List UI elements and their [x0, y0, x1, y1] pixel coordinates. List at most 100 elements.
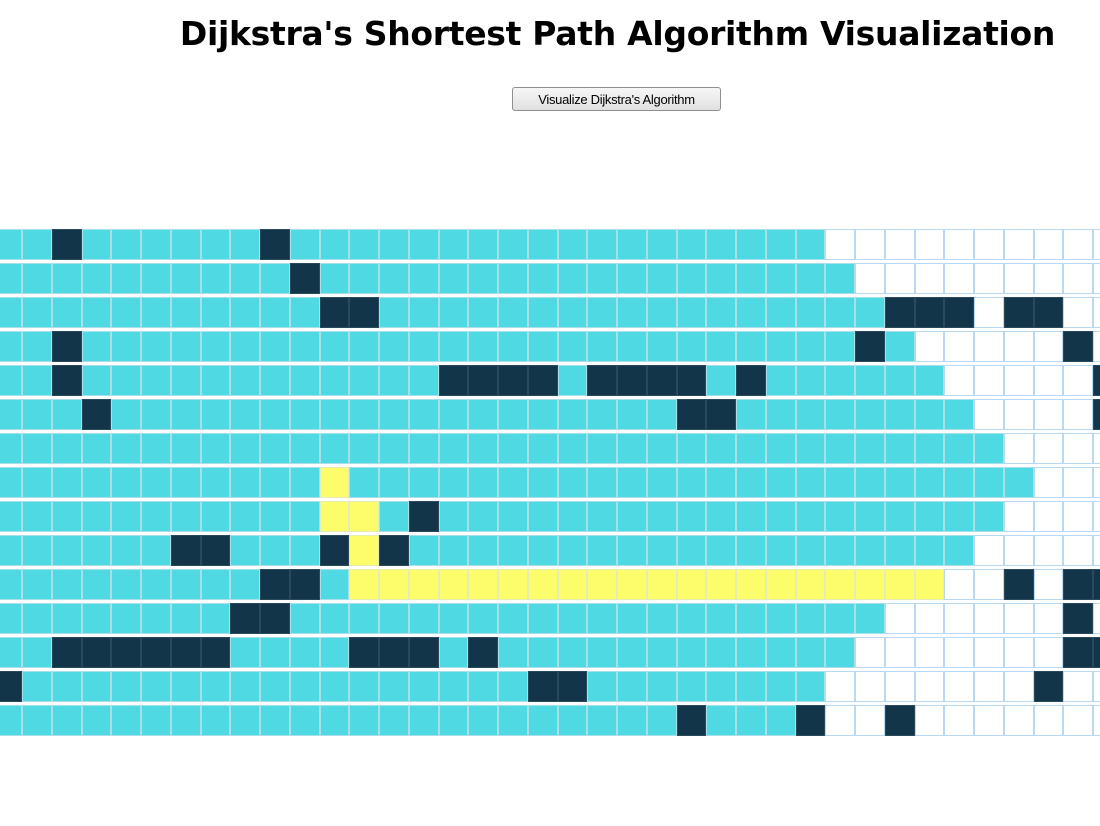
- grid-cell-visited[interactable]: [200, 603, 231, 634]
- grid-cell-visited[interactable]: [617, 399, 647, 430]
- grid-cell-visited[interactable]: [914, 399, 945, 430]
- grid-cell-visited[interactable]: [260, 297, 290, 328]
- grid-cell-wall[interactable]: [527, 671, 558, 702]
- grid-cell-visited[interactable]: [379, 433, 409, 464]
- grid-cell-wall[interactable]: [884, 705, 915, 736]
- grid-cell-shortest-path[interactable]: [349, 535, 379, 566]
- grid-cell-unvisited[interactable]: [974, 637, 1004, 668]
- grid-cell-unvisited[interactable]: [1003, 365, 1034, 396]
- grid-cell-visited[interactable]: [765, 297, 796, 328]
- grid-cell-unvisited[interactable]: [884, 603, 915, 634]
- grid-cell-visited[interactable]: [22, 229, 52, 260]
- grid-cell-visited[interactable]: [289, 501, 320, 532]
- grid-cell-shortest-path[interactable]: [914, 569, 945, 600]
- grid-cell-visited[interactable]: [736, 263, 766, 294]
- grid-cell-visited[interactable]: [0, 603, 22, 634]
- grid-cell-unvisited[interactable]: [974, 365, 1004, 396]
- grid-cell-visited[interactable]: [111, 365, 141, 396]
- grid-cell-visited[interactable]: [379, 467, 409, 498]
- grid-cell-wall[interactable]: [379, 535, 409, 566]
- grid-cell-visited[interactable]: [170, 671, 201, 702]
- grid-cell-unvisited[interactable]: [1033, 331, 1064, 362]
- grid-cell-shortest-path[interactable]: [706, 569, 736, 600]
- grid-cell-unvisited[interactable]: [944, 705, 974, 736]
- grid-cell-visited[interactable]: [855, 467, 885, 498]
- grid-cell-shortest-path[interactable]: [617, 569, 647, 600]
- grid-cell-visited[interactable]: [51, 263, 82, 294]
- grid-cell-wall[interactable]: [81, 637, 112, 668]
- grid-cell-wall[interactable]: [706, 399, 736, 430]
- grid-cell-visited[interactable]: [408, 705, 439, 736]
- grid-cell-visited[interactable]: [557, 297, 588, 328]
- grid-cell-shortest-path[interactable]: [765, 569, 796, 600]
- grid-cell-wall[interactable]: [557, 671, 588, 702]
- grid-cell-visited[interactable]: [408, 399, 439, 430]
- grid-cell-visited[interactable]: [0, 399, 22, 430]
- grid-cell-wall[interactable]: [1003, 569, 1034, 600]
- grid-cell-visited[interactable]: [379, 331, 409, 362]
- grid-cell-visited[interactable]: [825, 637, 855, 668]
- grid-cell-visited[interactable]: [438, 229, 469, 260]
- grid-cell-visited[interactable]: [706, 637, 736, 668]
- grid-cell-unvisited[interactable]: [1003, 705, 1034, 736]
- grid-cell-visited[interactable]: [349, 671, 379, 702]
- grid-cell-visited[interactable]: [200, 331, 231, 362]
- grid-cell-wall[interactable]: [170, 535, 201, 566]
- grid-cell-visited[interactable]: [81, 705, 112, 736]
- grid-cell-visited[interactable]: [795, 331, 826, 362]
- grid-cell-wall[interactable]: [676, 705, 707, 736]
- grid-cell-visited[interactable]: [527, 433, 558, 464]
- grid-cell-visited[interactable]: [200, 297, 231, 328]
- grid-cell-visited[interactable]: [141, 705, 171, 736]
- grid-cell-visited[interactable]: [884, 331, 915, 362]
- grid-cell-wall[interactable]: [1063, 331, 1093, 362]
- grid-cell-unvisited[interactable]: [1063, 705, 1093, 736]
- grid-cell-unvisited[interactable]: [1003, 331, 1034, 362]
- grid-cell-visited[interactable]: [765, 263, 796, 294]
- grid-cell-shortest-path[interactable]: [557, 569, 588, 600]
- grid-cell-visited[interactable]: [855, 603, 885, 634]
- grid-cell-unvisited[interactable]: [1033, 535, 1064, 566]
- grid-cell-wall[interactable]: [408, 501, 439, 532]
- grid-cell-visited[interactable]: [617, 671, 647, 702]
- grid-cell-visited[interactable]: [646, 535, 677, 566]
- grid-cell-visited[interactable]: [706, 297, 736, 328]
- grid-cell-wall[interactable]: [289, 569, 320, 600]
- grid-cell-visited[interactable]: [736, 501, 766, 532]
- grid-cell-visited[interactable]: [527, 399, 558, 430]
- grid-cell-visited[interactable]: [170, 297, 201, 328]
- grid-cell-visited[interactable]: [736, 637, 766, 668]
- grid-cell-visited[interactable]: [200, 467, 231, 498]
- grid-cell-visited[interactable]: [22, 671, 52, 702]
- grid-cell-visited[interactable]: [349, 705, 379, 736]
- grid-cell-visited[interactable]: [765, 535, 796, 566]
- grid-cell-visited[interactable]: [170, 433, 201, 464]
- grid-cell-visited[interactable]: [795, 467, 826, 498]
- grid-cell-wall[interactable]: [736, 365, 766, 396]
- grid-cell-visited[interactable]: [438, 331, 469, 362]
- grid-cell-visited[interactable]: [141, 603, 171, 634]
- grid-cell-visited[interactable]: [706, 705, 736, 736]
- grid-cell-visited[interactable]: [289, 705, 320, 736]
- grid-cell-shortest-path[interactable]: [319, 501, 350, 532]
- grid-cell-visited[interactable]: [170, 399, 201, 430]
- grid-cell-visited[interactable]: [498, 637, 528, 668]
- grid-cell-visited[interactable]: [349, 229, 379, 260]
- grid-cell-unvisited[interactable]: [1063, 467, 1093, 498]
- grid-cell-visited[interactable]: [230, 229, 260, 260]
- grid-cell-unvisited[interactable]: [1093, 705, 1100, 736]
- grid-cell-visited[interactable]: [587, 229, 617, 260]
- grid-cell-wall[interactable]: [1003, 297, 1034, 328]
- grid-cell-visited[interactable]: [81, 297, 112, 328]
- grid-cell-visited[interactable]: [438, 705, 469, 736]
- grid-cell-visited[interactable]: [617, 705, 647, 736]
- grid-cell-visited[interactable]: [22, 501, 52, 532]
- grid-cell-visited[interactable]: [289, 229, 320, 260]
- grid-cell-visited[interactable]: [22, 433, 52, 464]
- grid-cell-visited[interactable]: [111, 705, 141, 736]
- grid-cell-visited[interactable]: [914, 467, 945, 498]
- grid-cell-visited[interactable]: [557, 535, 588, 566]
- grid-cell-wall[interactable]: [855, 331, 885, 362]
- grid-cell-unvisited[interactable]: [1093, 535, 1100, 566]
- grid-cell-unvisited[interactable]: [944, 603, 974, 634]
